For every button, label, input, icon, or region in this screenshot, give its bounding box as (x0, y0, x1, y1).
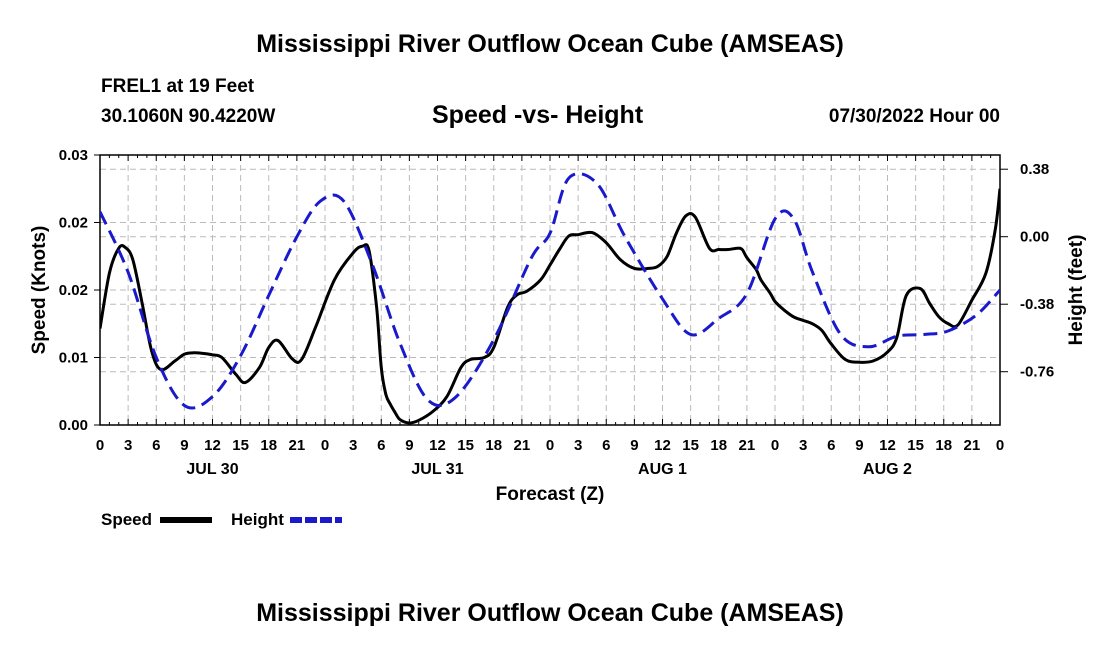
x-tick-label: 21 (289, 437, 306, 454)
day-label: AUG 1 (638, 461, 687, 478)
x-tick-label: 9 (405, 437, 413, 454)
footer-title: Mississippi River Outflow Ocean Cube (AM… (256, 599, 844, 627)
x-tick-label: 12 (879, 437, 896, 454)
day-label: JUL 30 (186, 461, 238, 478)
x-tick-label: 6 (152, 437, 160, 454)
chart-title: Speed -vs- Height (432, 101, 644, 129)
day-label: JUL 31 (411, 461, 463, 478)
x-tick-label: 15 (232, 437, 249, 454)
speed-height-chart: 0 3 6 9 12 15 18 21 0 3 6 9 12 15 18 21 0 3 6 9 12 15 18 21 0 3 6 9… (29, 147, 1087, 529)
x-axis-label: Forecast (Z) (496, 484, 605, 505)
x-tick-label: 18 (485, 437, 502, 454)
x-tick-label: 3 (574, 437, 582, 454)
x-tick-label: 15 (907, 437, 924, 454)
y-tick-label: 0.02 (59, 215, 88, 232)
legend-label-height: Height (231, 510, 284, 529)
x-tick-label: 6 (602, 437, 610, 454)
y-tick-label: 0.02 (59, 282, 88, 299)
x-tick-label: 3 (349, 437, 357, 454)
x-tick-label: 12 (429, 437, 446, 454)
y-tick-label: 0.01 (59, 350, 88, 367)
x-tick-label: 9 (855, 437, 863, 454)
x-tick-label: 21 (514, 437, 531, 454)
day-label: AUG 2 (863, 461, 912, 478)
x-tick-label: 0 (321, 437, 329, 454)
x-tick-label: 3 (799, 437, 807, 454)
station-label: FREL1 at 19 Feet (101, 76, 255, 97)
x-tick-label: 12 (654, 437, 671, 454)
y2-tick-label: 0.00 (1020, 229, 1049, 246)
x-tick-label: 18 (260, 437, 277, 454)
y2-tick-label: -0.38 (1020, 296, 1054, 313)
x-tick-label: 0 (996, 437, 1004, 454)
y-tick-label: 0.00 (59, 417, 88, 434)
x-tick-label: 21 (964, 437, 981, 454)
y2-tick-label: -0.76 (1020, 364, 1054, 381)
x-tick-label: 0 (96, 437, 104, 454)
legend-label-speed: Speed (101, 510, 152, 529)
x-tick-label: 0 (771, 437, 779, 454)
series-line-height (100, 172, 1000, 410)
x-tick-label: 6 (377, 437, 385, 454)
x-tick-label: 15 (682, 437, 699, 454)
y2-tick-label: 0.38 (1020, 161, 1049, 178)
station-coords: 30.1060N 90.4220W (101, 106, 276, 127)
y-axis-label: Speed (Knots) (29, 226, 50, 355)
page-title: Mississippi River Outflow Ocean Cube (AM… (256, 30, 844, 58)
series-line-speed (100, 188, 1000, 425)
x-tick-label: 0 (546, 437, 554, 454)
x-tick-label: 18 (710, 437, 727, 454)
x-tick-label: 18 (935, 437, 952, 454)
x-tick-label: 3 (124, 437, 132, 454)
forecast-datetime: 07/30/2022 Hour 00 (828, 106, 1000, 127)
y-tick-label: 0.03 (59, 147, 88, 164)
x-tick-label: 6 (827, 437, 835, 454)
x-tick-label: 21 (739, 437, 756, 454)
x-tick-label: 9 (630, 437, 638, 454)
x-tick-label: 9 (180, 437, 188, 454)
x-tick-label: 15 (457, 437, 474, 454)
y2-axis-label: Height (feet) (1066, 235, 1087, 346)
x-tick-label: 12 (204, 437, 221, 454)
